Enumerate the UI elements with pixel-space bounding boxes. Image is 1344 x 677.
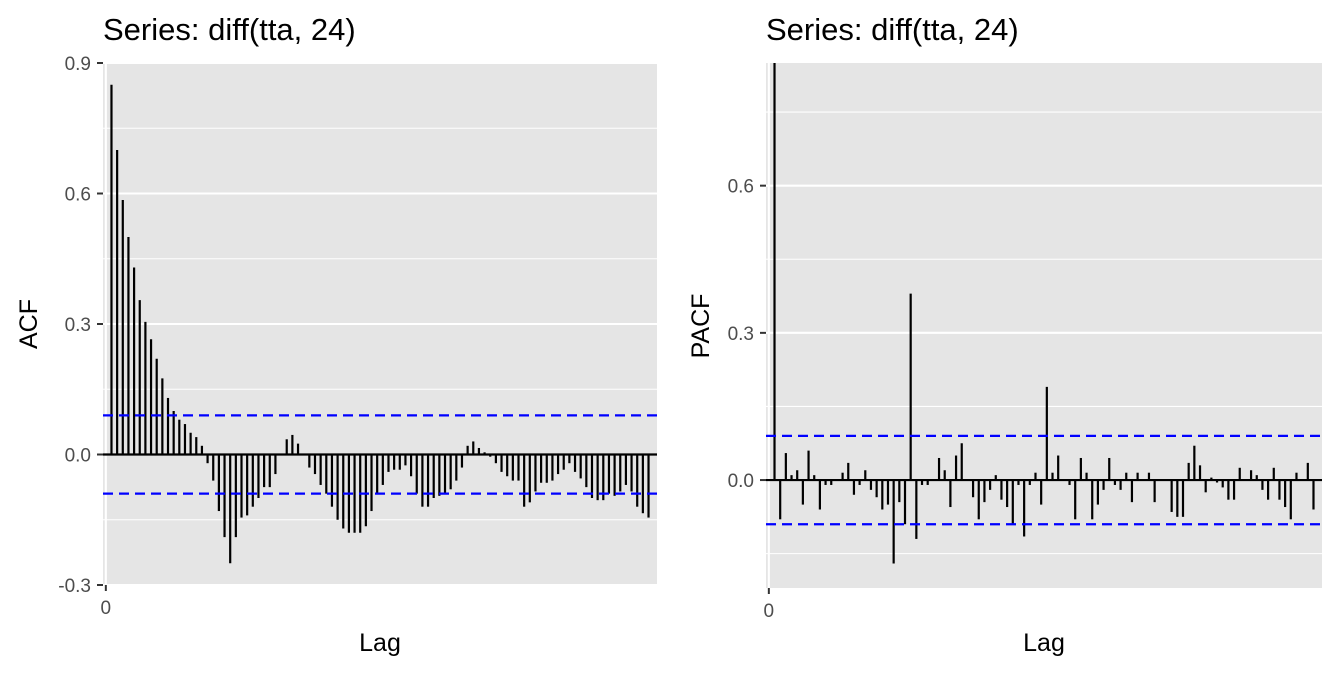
pacf-plot-area [766,63,1322,588]
acf-y-tick-label: 0.3 [65,315,91,336]
acf-y-tick-label: 0.6 [65,185,91,206]
pacf-y-axis: 0.0 0.3 0.6 [728,177,766,492]
acf-y-tick-label: 0.9 [65,54,91,75]
pacf-y-tick-label: 0.0 [728,471,754,492]
pacf-confidence-bounds [766,434,1322,526]
acf-confidence-bounds [103,414,657,495]
acf-y-axis-title: ACF [15,299,43,349]
acf-x-axis: 0 [101,585,112,619]
pacf-x-axis: 0 [764,588,775,622]
acf-x-tick-label: 0 [101,598,112,619]
pacf-bars [773,63,1315,564]
pacf-y-tick-label: 0.3 [728,324,754,345]
pacf-y-axis-title: PACF [687,294,715,359]
acf-title: Series: diff(tta, 24) [103,12,356,47]
pacf-x-axis-title: Lag [1023,629,1065,657]
acf-panel: Series: diff(tta, 24) -0.3 0.0 0.3 0.6 0.9 0… [15,12,657,657]
pacf-title: Series: diff(tta, 24) [766,12,1019,47]
pacf-panel: Series: diff(tta, 24) 0.0 0.3 0.6 0 Lag PA… [687,12,1322,657]
pacf-x-tick-label: 0 [764,601,775,622]
acf-x-axis-title: Lag [359,629,401,657]
acf-bars [110,84,650,564]
pacf-y-tick-label: 0.6 [728,177,754,198]
acf-y-tick-label: -0.3 [58,576,91,597]
acf-y-axis: -0.3 0.0 0.3 0.6 0.9 [58,54,103,597]
acf-y-tick-label: 0.0 [65,446,91,467]
